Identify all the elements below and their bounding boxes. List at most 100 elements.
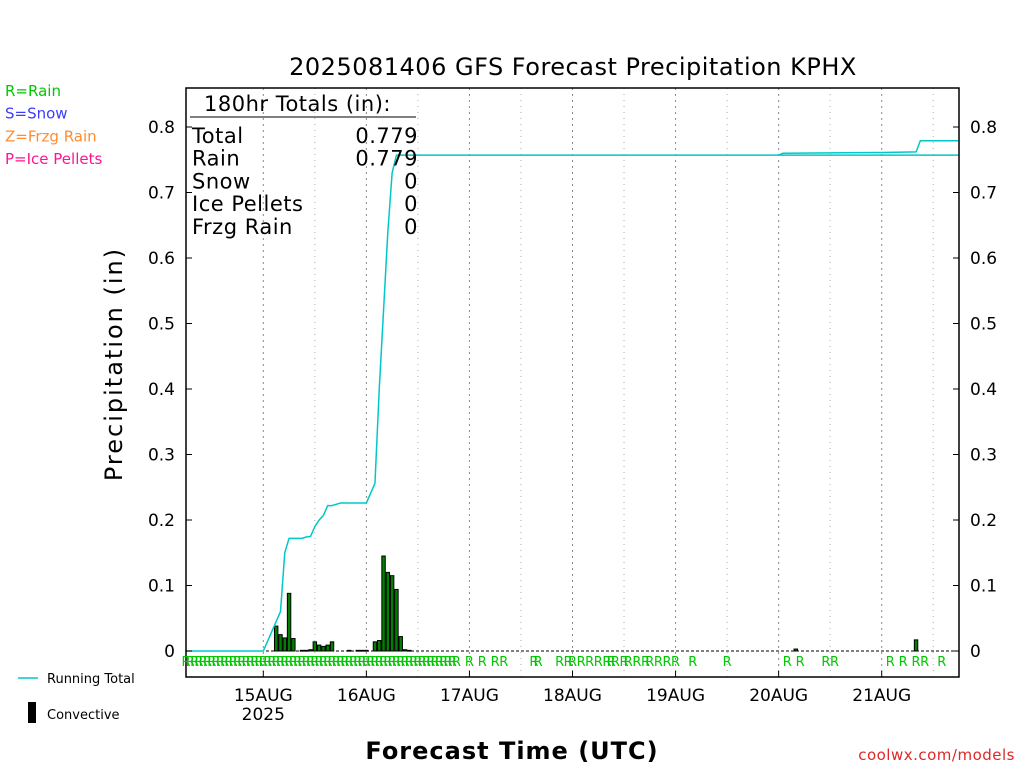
precip-type-letter: R <box>594 655 603 670</box>
convective-bar <box>286 592 292 652</box>
convective-bar <box>308 649 313 652</box>
totals-header: 180hr Totals (in): <box>204 92 391 116</box>
totals-row-value: 0 <box>404 192 418 216</box>
y-tick-label: 0.4 <box>148 380 175 400</box>
precip-type-letter: R <box>452 655 461 670</box>
precip-type-letter: R <box>194 655 203 670</box>
convective-bar <box>402 649 408 652</box>
y-tick-label: 0.7 <box>970 184 997 204</box>
precip-type-letter: R <box>418 655 427 670</box>
convective-bar <box>299 649 305 652</box>
precip-type-letter: R <box>254 655 263 670</box>
precip-type-letter: R <box>250 655 259 670</box>
precip-type-letter: R <box>242 655 251 670</box>
convective-bar <box>282 637 287 652</box>
precip-type-letter: R <box>345 655 354 670</box>
convective-bar <box>359 649 365 652</box>
precip-type-letter: R <box>688 655 697 670</box>
totals-row-value: 0 <box>404 215 418 239</box>
y-ticks-right: 0 0.1 0.2 0.3 0.4 0.5 0.6 0.7 0.8 <box>953 118 997 662</box>
convective-bar <box>329 641 335 652</box>
precip-type-key: R=Rain S=Snow Z=Frzg Rain P=Ice Pellets <box>5 82 102 168</box>
precip-type-letter: R <box>413 655 422 670</box>
precip-type-letter: R <box>620 655 629 670</box>
precip-type-letter: R <box>302 655 311 670</box>
precip-type-marks: RRRRRRRRRRRRRRRRRRRRRRRRRRRRRRRRRRRRRRRR… <box>181 655 946 670</box>
key-entry: P=Ice Pellets <box>5 150 102 168</box>
precip-type-letter: R <box>353 655 362 670</box>
precip-type-letter: R <box>276 655 285 670</box>
convective-bars <box>273 555 919 652</box>
convective-bar <box>372 641 378 652</box>
precip-type-letter: R <box>383 655 392 670</box>
grid-lines <box>186 88 959 677</box>
precip-type-letter: R <box>491 655 500 670</box>
convective-bar <box>316 644 322 652</box>
precip-type-letter: R <box>555 655 564 670</box>
convective-bar <box>346 649 352 652</box>
precip-type-letter: R <box>821 655 830 670</box>
precip-type-letter: R <box>203 655 212 670</box>
precip-type-letter: R <box>246 655 255 670</box>
key-entry: Z=Frzg Rain <box>5 127 97 145</box>
precip-type-letter: R <box>920 655 929 670</box>
x-tick-label: 19AUG <box>646 686 705 706</box>
precip-type-letter: R <box>263 655 272 670</box>
precip-type-letter: R <box>611 655 620 670</box>
totals-row-label: Ice Pellets <box>192 192 303 216</box>
precip-type-letter: R <box>362 655 371 670</box>
y-tick-label: 0.4 <box>970 380 997 400</box>
convective-bar <box>394 588 399 652</box>
precip-type-letter: R <box>435 655 444 670</box>
precip-type-letter: R <box>199 655 208 670</box>
x-tick-sublabel: 2025 <box>242 705 285 725</box>
convective-bar <box>312 641 318 652</box>
convective-bar <box>304 649 309 652</box>
precip-type-letter: R <box>431 655 440 670</box>
precip-type-letter: R <box>568 655 577 670</box>
precip-type-letter: R <box>426 655 435 670</box>
convective-bar <box>325 644 330 652</box>
y-tick-label: 0.3 <box>148 446 175 466</box>
precip-type-letter: R <box>340 655 349 670</box>
precip-type-letter: R <box>358 655 367 670</box>
y-tick-label: 0.3 <box>970 446 997 466</box>
totals-row-value: 0.779 <box>355 124 418 148</box>
precip-type-letter: R <box>280 655 289 670</box>
y-tick-label: 0 <box>970 642 981 662</box>
y-tick-label: 0.8 <box>970 118 997 138</box>
precip-type-letter: R <box>379 655 388 670</box>
convective-bar <box>793 648 799 652</box>
precip-type-letter: R <box>632 655 641 670</box>
precip-type-letter: R <box>336 655 345 670</box>
precip-type-letter: R <box>443 655 452 670</box>
x-tick-label: 15AUG <box>234 686 293 706</box>
precip-type-letter: R <box>190 655 199 670</box>
precip-type-letter: R <box>602 655 611 670</box>
precip-type-letter: R <box>671 655 680 670</box>
totals-row-value: 0 <box>404 169 418 193</box>
precip-type-letter: R <box>332 655 341 670</box>
precip-type-letter: R <box>396 655 405 670</box>
convective-bar <box>321 645 326 652</box>
precip-type-letter: R <box>534 655 543 670</box>
convective-bar <box>273 625 279 652</box>
precip-type-letter: R <box>577 655 586 670</box>
convective-bar <box>355 649 360 652</box>
credit-text: coolwx.com/models <box>858 746 1015 764</box>
x-axis-label: Forecast Time (UTC) <box>365 737 658 765</box>
legend-bar-swatch <box>28 702 36 723</box>
y-tick-label: 0.1 <box>148 577 175 597</box>
precip-type-letter: R <box>216 655 225 670</box>
y-tick-label: 0.2 <box>148 511 175 531</box>
precip-type-letter: R <box>315 655 324 670</box>
y-tick-label: 0.5 <box>148 315 175 335</box>
y-ticks-left: 0 0.1 0.2 0.3 0.4 0.5 0.6 0.7 0.8 <box>148 118 192 662</box>
x-tick-label: 20AUG <box>749 686 808 706</box>
legend-label-running-total: Running Total <box>47 672 135 687</box>
x-tick-label: 16AUG <box>337 686 396 706</box>
precip-type-letter: R <box>306 655 315 670</box>
precip-type-letter: R <box>181 655 190 670</box>
precip-type-letter: R <box>723 655 732 670</box>
